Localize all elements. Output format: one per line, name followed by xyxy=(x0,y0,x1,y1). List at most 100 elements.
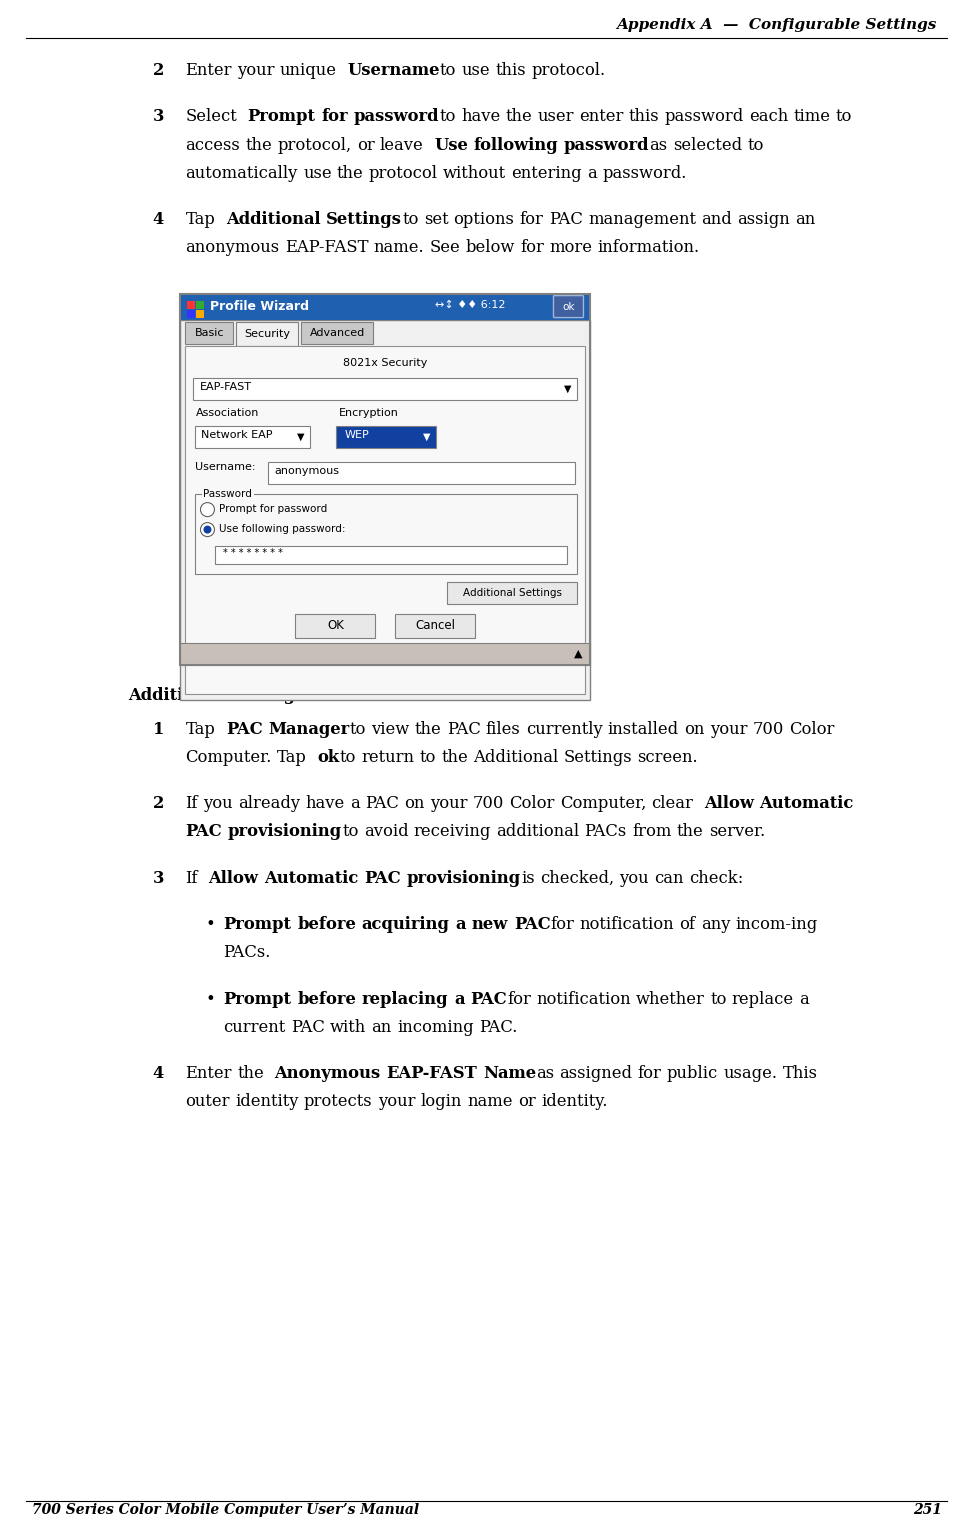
Text: leave: leave xyxy=(380,137,424,154)
Text: to: to xyxy=(710,990,726,1008)
Text: EAP-FAST: EAP-FAST xyxy=(386,1065,477,1083)
Text: OK: OK xyxy=(327,619,344,633)
Text: assigned: assigned xyxy=(559,1065,633,1083)
Text: have: have xyxy=(461,108,500,125)
Text: Tap: Tap xyxy=(185,721,215,738)
Text: your: your xyxy=(430,795,468,812)
Text: Password: Password xyxy=(204,488,252,499)
Text: Automatic: Automatic xyxy=(265,870,358,887)
Text: Basic: Basic xyxy=(195,327,224,338)
Text: Color: Color xyxy=(789,721,835,738)
Text: acquiring: acquiring xyxy=(362,916,450,934)
Text: Prompt: Prompt xyxy=(247,108,316,125)
Text: options: options xyxy=(454,211,515,228)
Text: the: the xyxy=(337,164,364,181)
Circle shape xyxy=(201,523,214,537)
Text: ▼: ▼ xyxy=(297,432,304,441)
Text: incoming: incoming xyxy=(397,1019,473,1036)
Text: notification: notification xyxy=(536,990,631,1008)
Text: Settings: Settings xyxy=(327,211,402,228)
Text: Tap: Tap xyxy=(185,211,215,228)
Text: the: the xyxy=(414,721,441,738)
Text: each: each xyxy=(750,108,788,125)
FancyBboxPatch shape xyxy=(554,295,583,318)
Text: more: more xyxy=(550,239,592,256)
Text: on: on xyxy=(684,721,704,738)
Text: installed: installed xyxy=(608,721,679,738)
Bar xyxy=(181,319,590,700)
Text: Computer.: Computer. xyxy=(185,748,271,767)
Text: check:: check: xyxy=(689,870,743,887)
Text: of: of xyxy=(680,916,696,934)
Text: Tap: Tap xyxy=(277,748,307,767)
Text: protocol,: protocol, xyxy=(277,137,352,154)
Text: time: time xyxy=(794,108,831,125)
Bar xyxy=(185,321,234,344)
Text: assign: assign xyxy=(737,211,790,228)
Text: replace: replace xyxy=(732,990,794,1008)
Text: ok: ok xyxy=(562,301,575,312)
Text: 4: 4 xyxy=(153,1065,164,1083)
Text: Enter: Enter xyxy=(185,1065,232,1083)
Text: protocol: protocol xyxy=(369,164,438,181)
Text: to: to xyxy=(402,211,418,228)
Text: PAC: PAC xyxy=(365,795,399,812)
Text: use: use xyxy=(462,62,490,79)
Text: before: before xyxy=(298,916,356,934)
Text: for: for xyxy=(322,108,348,125)
Text: Appendix A  —  Configurable Settings: Appendix A — Configurable Settings xyxy=(616,18,937,32)
Text: screen.: screen. xyxy=(638,748,698,767)
Text: to: to xyxy=(440,62,456,79)
Text: any: any xyxy=(701,916,730,934)
Text: with: with xyxy=(330,1019,366,1036)
Text: See: See xyxy=(430,239,460,256)
Text: Allow: Allow xyxy=(703,795,753,812)
Text: currently: currently xyxy=(526,721,603,738)
Text: use: use xyxy=(303,164,331,181)
Text: incom-ing: incom-ing xyxy=(735,916,818,934)
Text: PAC: PAC xyxy=(446,721,481,738)
Text: return: return xyxy=(361,748,414,767)
Text: 700: 700 xyxy=(472,795,504,812)
Text: Cancel: Cancel xyxy=(415,619,456,633)
Text: ok: ok xyxy=(318,748,340,767)
Text: 8021x Security: 8021x Security xyxy=(343,357,428,368)
Text: Additional Settings: Additional Settings xyxy=(463,587,562,598)
Bar xyxy=(181,294,590,665)
Text: Association: Association xyxy=(195,408,259,418)
Text: PAC: PAC xyxy=(364,870,401,887)
Bar xyxy=(237,321,298,345)
Text: have: have xyxy=(305,795,345,812)
Text: Security: Security xyxy=(244,329,291,339)
Text: EAP-FAST: EAP-FAST xyxy=(285,239,368,256)
Text: a: a xyxy=(456,916,466,934)
Text: user: user xyxy=(537,108,574,125)
Text: WEP: WEP xyxy=(345,429,369,440)
Bar xyxy=(187,310,195,318)
Text: Use: Use xyxy=(434,137,468,154)
Text: this: this xyxy=(629,108,660,125)
Text: ▼: ▼ xyxy=(423,432,430,441)
Text: can: can xyxy=(654,870,684,887)
Text: to: to xyxy=(350,721,366,738)
Text: password.: password. xyxy=(603,164,687,181)
Text: you: you xyxy=(203,795,233,812)
Text: PACs.: PACs. xyxy=(223,945,270,961)
Text: ▲: ▲ xyxy=(574,648,582,659)
Text: to: to xyxy=(340,748,356,767)
Text: Allow: Allow xyxy=(209,870,259,887)
Text: Prompt for password: Prompt for password xyxy=(219,503,327,514)
Text: provisioning: provisioning xyxy=(228,823,342,841)
Text: for: for xyxy=(551,916,575,934)
Text: Anonymous: Anonymous xyxy=(274,1065,381,1083)
Text: is: is xyxy=(521,870,534,887)
Bar xyxy=(195,494,578,573)
Text: Additional: Additional xyxy=(473,748,558,767)
Text: 1: 1 xyxy=(153,721,164,738)
Text: current: current xyxy=(223,1019,286,1036)
Text: Username:: Username: xyxy=(195,461,256,472)
Circle shape xyxy=(204,526,212,534)
Text: your: your xyxy=(238,62,274,79)
Text: PAC: PAC xyxy=(291,1019,325,1036)
Bar xyxy=(195,426,310,447)
